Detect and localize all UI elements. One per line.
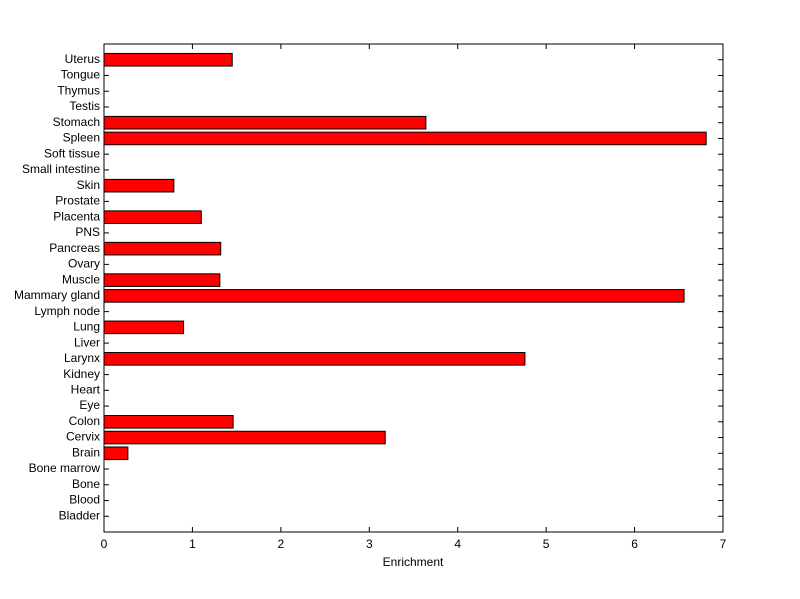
bar xyxy=(103,210,202,224)
y-tick-label: Lung xyxy=(73,320,100,334)
plot-frame xyxy=(103,43,724,533)
bar xyxy=(103,52,233,67)
y-tick-label: Bone marrow xyxy=(29,461,101,475)
y-tick-label: Stomach xyxy=(53,115,100,129)
bar xyxy=(103,415,234,429)
bar xyxy=(103,352,526,366)
bar xyxy=(103,289,685,303)
x-tick-label: 5 xyxy=(543,537,550,551)
bar xyxy=(103,178,175,193)
y-tick-label: Heart xyxy=(71,382,101,396)
y-tick-label: Testis xyxy=(69,99,100,113)
x-tick-label: 6 xyxy=(631,537,638,551)
y-tick-label: Cervix xyxy=(66,430,100,444)
y-tick-label: Larynx xyxy=(64,351,100,365)
x-tick-label: 0 xyxy=(101,537,108,551)
y-tick-label: Blood xyxy=(69,493,100,507)
y-tick-label: PNS xyxy=(75,225,100,239)
y-tick-label: Lymph node xyxy=(34,304,100,318)
y-tick-label: Placenta xyxy=(53,209,100,223)
bar xyxy=(103,131,707,146)
y-tick-label: Small intestine xyxy=(22,162,100,176)
x-axis-label: Enrichment xyxy=(383,555,444,569)
y-tick-label: Mammary gland xyxy=(14,288,100,302)
y-tick-label: Eye xyxy=(79,398,100,412)
y-tick-label: Liver xyxy=(74,335,100,349)
bar xyxy=(103,320,185,335)
x-tick-label: 4 xyxy=(454,537,461,551)
y-tick-label: Bladder xyxy=(59,508,100,522)
y-tick-label: Uterus xyxy=(65,52,100,66)
bar xyxy=(103,273,221,287)
y-tick-label: Ovary xyxy=(68,257,100,271)
x-tick-label: 1 xyxy=(189,537,196,551)
y-tick-label: Muscle xyxy=(62,272,100,286)
y-tick-label: Prostate xyxy=(55,194,100,208)
y-tick-label: Thymus xyxy=(57,83,100,97)
bar xyxy=(103,241,222,256)
y-tick-label: Soft tissue xyxy=(44,146,100,160)
y-tick-label: Colon xyxy=(69,414,100,428)
y-tick-label: Brain xyxy=(72,445,100,459)
y-tick-label: Pancreas xyxy=(49,241,100,255)
y-tick-label: Kidney xyxy=(63,367,100,381)
y-tick-label: Skin xyxy=(77,178,100,192)
y-tick-label: Tongue xyxy=(61,68,101,82)
y-tick-label: Spleen xyxy=(63,131,100,145)
y-tick-label: Bone xyxy=(72,477,100,491)
x-tick-label: 3 xyxy=(366,537,373,551)
x-tick-label: 7 xyxy=(720,537,727,551)
bar xyxy=(103,446,129,461)
x-tick-label: 2 xyxy=(278,537,285,551)
bar xyxy=(103,430,386,445)
bar xyxy=(103,115,427,130)
